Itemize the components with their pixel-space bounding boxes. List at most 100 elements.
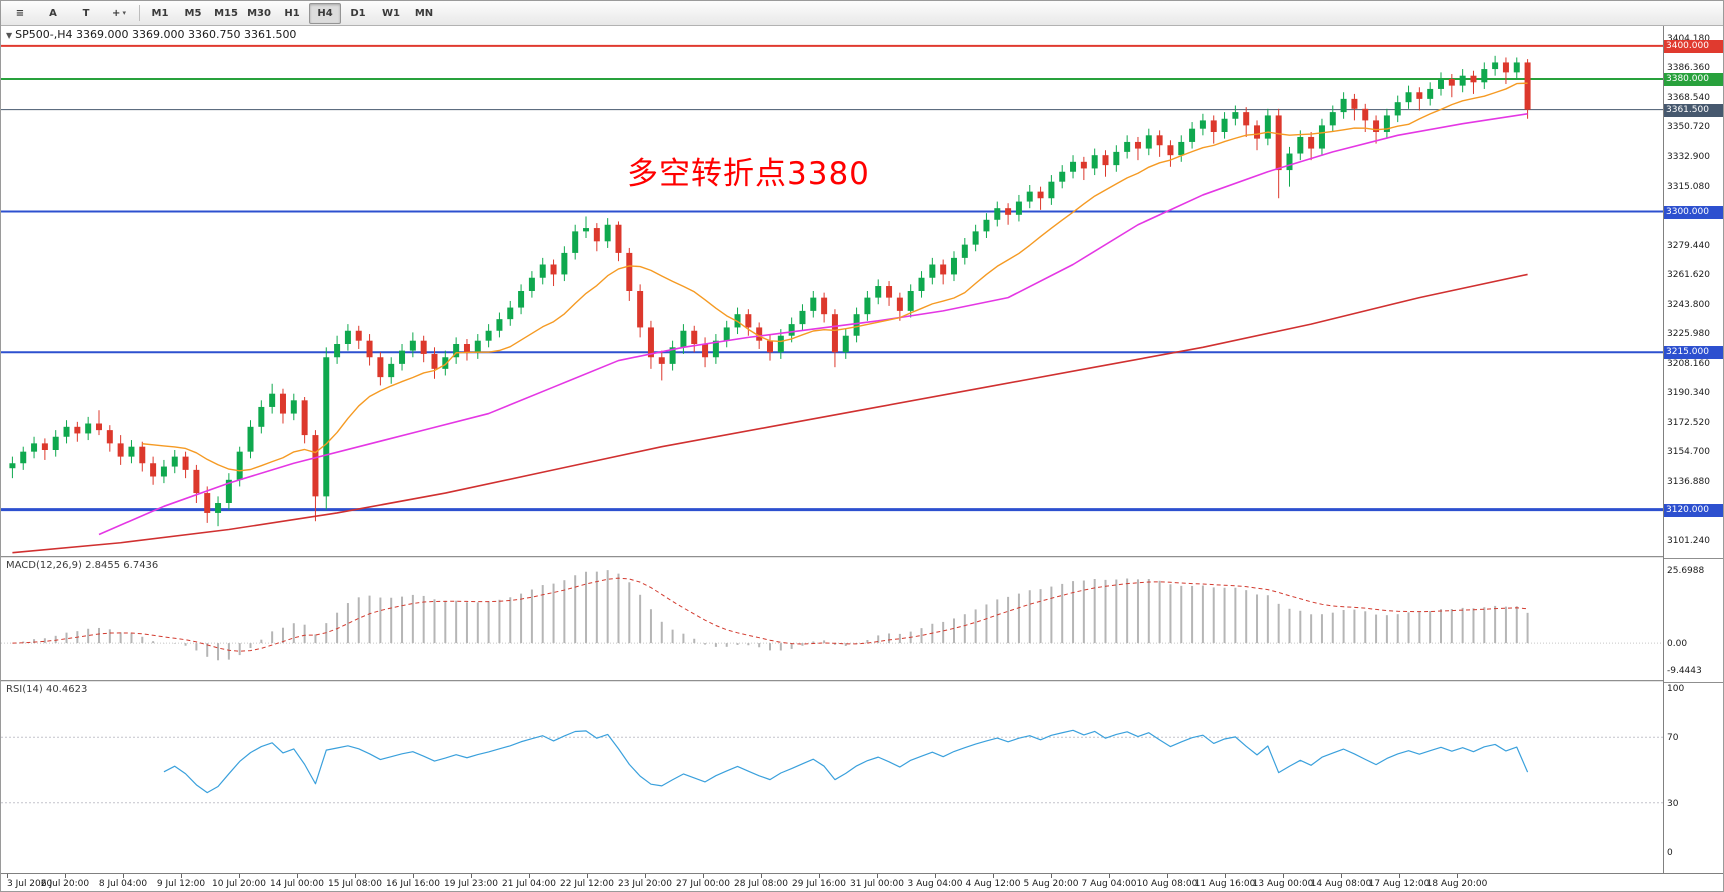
panel-divider[interactable]: [1, 556, 1663, 558]
time-axis-tick: [65, 874, 66, 878]
time-axis-tick: [529, 874, 530, 878]
collapse-triangle-icon[interactable]: ▼: [6, 31, 13, 40]
price-badge: 3361.500: [1664, 103, 1723, 117]
time-axis-label: 14 Jul 00:00: [270, 879, 324, 889]
time-axis[interactable]: 3 Jul 2020 6 Jul 20:00 8 Jul 04:00 9 Jul 12…: [1, 873, 1723, 891]
time-axis-tick: [819, 874, 820, 878]
chart-toolbar: ≡ A T + ▾ M1 M5 M15 M30 H1 H4 D1 W1 MN: [1, 1, 1723, 26]
panel-divider[interactable]: [1, 680, 1663, 682]
timeframe-d1-button[interactable]: D1: [350, 7, 366, 19]
timeframe-h1-button[interactable]: H1: [284, 7, 300, 19]
rsi-indicator-panel[interactable]: RSI(14) 40.4623: [1, 682, 1663, 873]
price-axis-label: 3243.800: [1667, 299, 1710, 310]
macd-axis-label: -9.4443: [1667, 665, 1702, 676]
time-axis-tick: [239, 874, 240, 878]
macd-axis-label: 25.6988: [1667, 566, 1705, 577]
candlestick-chart[interactable]: [1, 26, 1663, 556]
time-axis-tick: [1399, 874, 1400, 878]
timeframe-buttons-group: M1 M5 M15 M30 H1 H4 D1 W1 MN: [144, 2, 440, 24]
time-axis-label: 21 Jul 04:00: [502, 879, 556, 889]
time-axis-label: 3 Aug 04:00: [907, 879, 963, 889]
time-axis-label: 8 Jul 04:00: [98, 879, 148, 889]
time-axis-label: 23 Jul 20:00: [618, 879, 672, 889]
timeframe-m5-button[interactable]: M5: [184, 7, 202, 19]
price-axis-rsi-section: 100 70 30 0: [1664, 682, 1723, 873]
price-axis-main-section: 3400.000 3380.000 3361.500 3300.000 3215.000…: [1664, 26, 1723, 556]
price-badge: 3215.000: [1664, 346, 1723, 360]
time-axis-label: 31 Jul 00:00: [850, 879, 904, 889]
time-axis-label: 11 Aug 16:00: [1194, 879, 1256, 889]
price-axis-label: 3332.900: [1667, 152, 1710, 162]
toolbar-separator: [139, 5, 140, 21]
time-axis-tick: [1109, 874, 1110, 878]
time-axis-tick: [877, 874, 878, 878]
time-axis-label: 28 Jul 08:00: [734, 879, 788, 889]
price-axis-macd-section: 25.6988 0.00 -9.4443: [1664, 558, 1723, 680]
macd-chart[interactable]: [1, 558, 1663, 680]
macd-title: MACD(12,26,9) 2.8455 6.7436: [6, 560, 159, 571]
time-axis-label: 14 Aug 08:00: [1310, 879, 1372, 889]
time-axis-label: 13 Aug 00:00: [1252, 879, 1314, 889]
price-axis[interactable]: 3400.000 3380.000 3361.500 3300.000 3215.000…: [1663, 26, 1723, 873]
price-axis-label: 3279.440: [1667, 240, 1710, 251]
chart-list-button[interactable]: ≡: [15, 7, 25, 19]
time-axis-label: 18 Aug 20:00: [1426, 879, 1488, 889]
timeframe-m1-button[interactable]: M1: [151, 7, 169, 19]
text-tool-button[interactable]: T: [82, 7, 90, 19]
main-price-panel[interactable]: ▼ SP500-,H4 3369.000 3369.000 3360.750 33…: [1, 26, 1663, 556]
timeframe-w1-button[interactable]: W1: [382, 7, 400, 19]
time-axis-label: 27 Jul 00:00: [676, 879, 730, 889]
timeframe-h4-button[interactable]: H4: [309, 2, 341, 24]
price-axis-label: 3208.160: [1667, 358, 1710, 369]
rsi-title: RSI(14) 40.4623: [6, 684, 88, 695]
time-axis-label: 19 Jul 23:00: [444, 879, 498, 889]
price-axis-label: 3315.080: [1667, 181, 1710, 192]
time-axis-label: 6 Jul 20:00: [40, 879, 90, 889]
timeframe-m15-button[interactable]: M15: [214, 7, 238, 19]
price-axis-label: 3404.180: [1667, 34, 1710, 44]
cursor-tool-button[interactable]: + ▾: [112, 7, 126, 19]
timeframe-m30-button[interactable]: M30: [247, 7, 271, 19]
price-axis-label: 3261.620: [1667, 270, 1710, 281]
time-axis-tick: [993, 874, 994, 878]
price-badge: 3300.000: [1664, 205, 1723, 219]
time-axis-label: 3 Jul 2020: [7, 879, 53, 889]
price-axis-label: 3136.880: [1667, 476, 1710, 487]
time-axis-tick: [181, 874, 182, 878]
price-axis-label: 3154.700: [1667, 447, 1710, 458]
chart-area[interactable]: ▼ SP500-,H4 3369.000 3369.000 3360.750 33…: [1, 26, 1663, 873]
time-axis-tick: [1225, 874, 1226, 878]
price-axis-label: 3368.540: [1667, 92, 1710, 103]
rsi-axis-label: 70: [1667, 733, 1679, 744]
time-axis-tick: [471, 874, 472, 878]
time-axis-label: 10 Aug 08:00: [1136, 879, 1198, 889]
time-axis-tick: [587, 874, 588, 878]
symbol-ohlc-title: ▼ SP500-,H4 3369.000 3369.000 3360.750 33…: [6, 28, 296, 41]
price-axis-label: 3386.360: [1667, 63, 1710, 74]
time-axis-tick: [1341, 874, 1342, 878]
timeframe-mn-button[interactable]: MN: [414, 7, 434, 19]
price-badge: 3380.000: [1664, 73, 1723, 86]
price-badge: 3120.000: [1664, 503, 1723, 517]
rsi-chart[interactable]: [1, 682, 1663, 873]
time-axis-label: 17 Aug 12:00: [1368, 879, 1430, 889]
rsi-axis-label: 30: [1667, 798, 1679, 809]
time-axis-tick: [645, 874, 646, 878]
time-axis-label: 7 Aug 04:00: [1081, 879, 1137, 889]
macd-indicator-panel[interactable]: MACD(12,26,9) 2.8455 6.7436: [1, 558, 1663, 680]
annotate-a-button[interactable]: A: [49, 7, 57, 19]
time-axis-tick: [761, 874, 762, 878]
time-axis-label: 29 Jul 16:00: [792, 879, 846, 889]
drawing-tools-group: ≡ A T + ▾: [4, 3, 135, 24]
time-axis-tick: [413, 874, 414, 878]
symbol-ohlc-text: SP500-,H4 3369.000 3369.000 3360.750 336…: [15, 28, 297, 41]
time-axis-tick: [703, 874, 704, 878]
time-axis-label: 5 Aug 20:00: [1023, 879, 1079, 889]
time-axis-tick: [1167, 874, 1168, 878]
time-axis-tick: [1283, 874, 1284, 878]
time-axis-tick: [123, 874, 124, 878]
time-axis-tick: [1457, 874, 1458, 878]
rsi-axis-label: 0: [1667, 848, 1673, 858]
price-axis-label: 3190.340: [1667, 388, 1710, 399]
